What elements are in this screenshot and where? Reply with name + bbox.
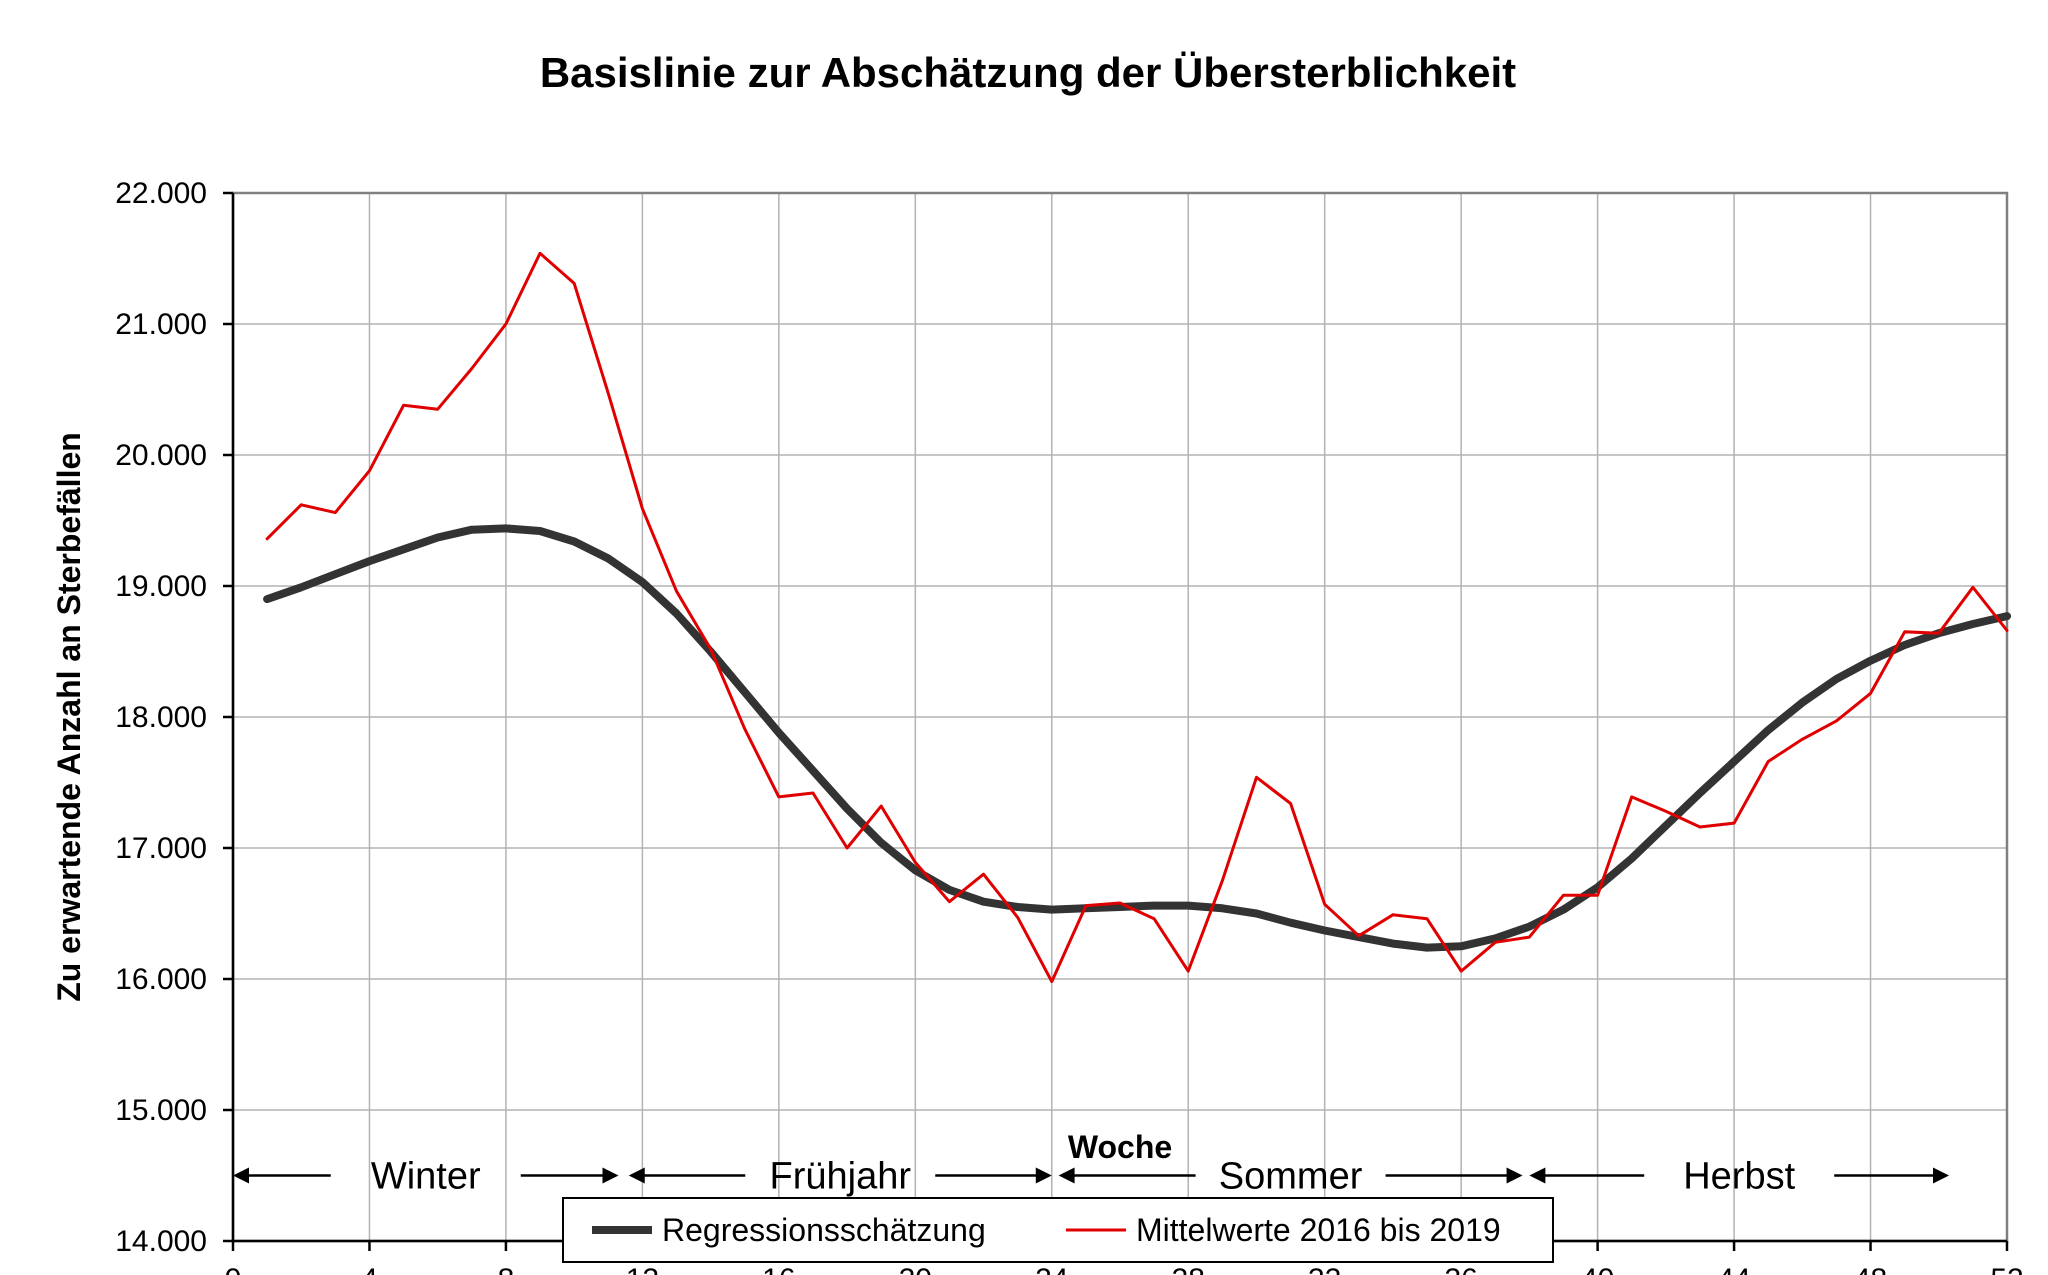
x-tick-label-6: 24	[1035, 1263, 1068, 1275]
season-frühjahr: Frühjahr	[628, 1156, 1052, 1198]
season-arrowhead-left-2	[1058, 1167, 1075, 1184]
x-tick-label-5: 20	[899, 1263, 932, 1275]
x-tick-label-3: 12	[626, 1263, 659, 1275]
season-label-2: Sommer	[1219, 1156, 1363, 1198]
y-tick-label-5: 19.000	[115, 570, 207, 603]
x-tick-label-0: 0	[225, 1263, 242, 1275]
series-line-1	[265, 251, 2009, 984]
season-annotations: Winter Frühjahr Sommer Herbst	[233, 1156, 1950, 1198]
series-line-0	[263, 524, 2011, 952]
season-arrowhead-right-0	[602, 1167, 619, 1184]
x-tick-label-11: 44	[1717, 1263, 1750, 1275]
season-herbst: Herbst	[1529, 1156, 1950, 1198]
x-tick-label-12: 48	[1854, 1263, 1887, 1275]
season-winter: Winter	[233, 1156, 619, 1198]
season-label-1: Frühjahr	[770, 1156, 912, 1198]
legend-label-mean: Mittelwerte 2016 bis 2019	[1136, 1212, 1501, 1248]
legend-box	[562, 1197, 1554, 1263]
season-sommer: Sommer	[1058, 1156, 1523, 1198]
x-tick-label-1: 4	[361, 1263, 378, 1275]
y-tick-label-7: 21.000	[115, 308, 207, 341]
season-arrowhead-left-0	[233, 1167, 249, 1184]
season-label-0: Winter	[371, 1156, 481, 1198]
season-arrowhead-left-3	[1529, 1167, 1546, 1184]
x-tick-label-2: 8	[498, 1263, 515, 1275]
season-arrowhead-right-1	[1035, 1167, 1052, 1184]
x-tick-label-8: 32	[1308, 1263, 1341, 1275]
y-tick-label-8: 22.000	[115, 177, 207, 210]
season-label-3: Herbst	[1683, 1156, 1795, 1198]
x-tick-labels: 0481216202428323640444852	[225, 1263, 2024, 1275]
x-tick-label-9: 36	[1444, 1263, 1477, 1275]
legend-label-regression: Regressionsschätzung	[662, 1212, 986, 1248]
x-tick-label-7: 28	[1172, 1263, 1205, 1275]
y-tick-label-6: 20.000	[115, 439, 207, 472]
x-tick-label-10: 40	[1581, 1263, 1614, 1275]
y-axis-title: Zu erwartende Anzahl an Sterbefällen	[51, 432, 87, 1002]
y-tick-label-4: 18.000	[115, 701, 207, 734]
x-tick-label-4: 16	[762, 1263, 795, 1275]
x-axis-title: Woche	[1068, 1129, 1172, 1165]
y-tick-label-2: 16.000	[115, 963, 207, 996]
y-tick-label-1: 15.000	[115, 1094, 207, 1127]
chart-title: Basislinie zur Abschätzung der Übersterb…	[540, 49, 1516, 96]
y-tick-labels: 14.000 15.000 16.000 17.000 18.000 19.000 20.0…	[115, 177, 207, 1258]
x-tick-label-13: 52	[1990, 1263, 2023, 1275]
season-arrowhead-right-3	[1933, 1167, 1950, 1184]
legend: Regressionsschätzung Mittelwerte 2016 bi…	[562, 1197, 1554, 1263]
season-arrowhead-right-2	[1506, 1167, 1523, 1184]
y-tick-label-3: 17.000	[115, 832, 207, 865]
season-arrowhead-left-1	[628, 1167, 645, 1184]
series-lines	[263, 251, 2011, 984]
y-tick-label-0: 14.000	[115, 1225, 207, 1258]
